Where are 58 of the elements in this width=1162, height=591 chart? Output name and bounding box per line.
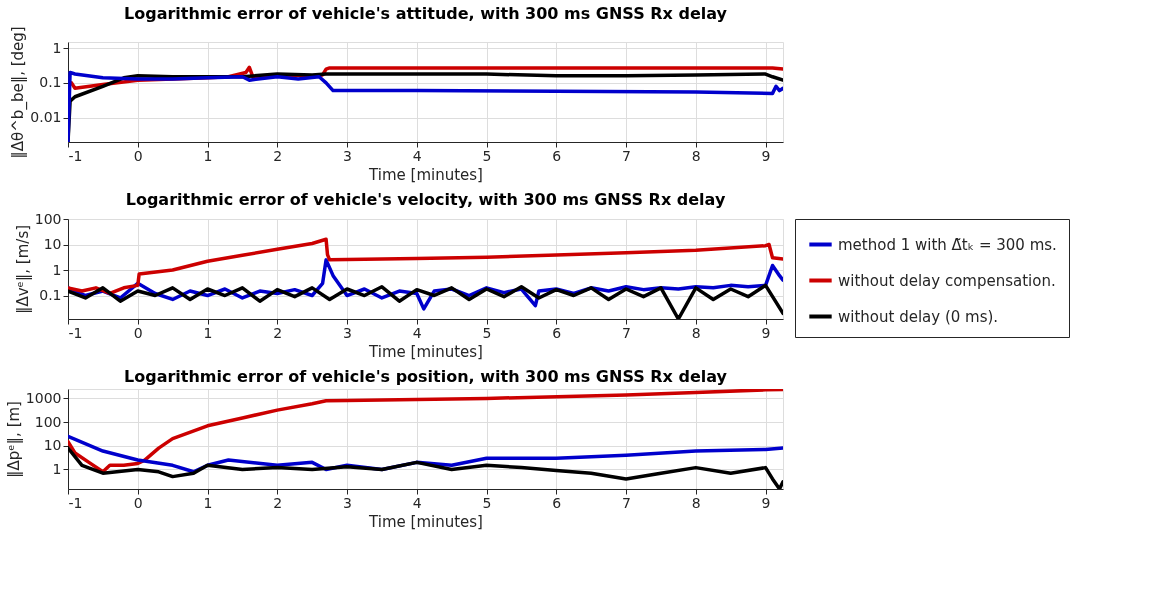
- y-tick-label: 100: [34, 210, 62, 227]
- x-tick-label: 0: [133, 494, 143, 511]
- chart-title: Logarithmic error of vehicle's attitude, with 300 ms GNSS Rx delay: [124, 3, 728, 23]
- x-tick-label: 1: [203, 324, 213, 341]
- x-tick-label: 7: [622, 494, 632, 511]
- y-tick-label: 10: [43, 236, 62, 252]
- x-tick-label: 3: [343, 147, 352, 164]
- x-tick-label: 8: [691, 324, 701, 341]
- y-tick-label: 1000: [25, 389, 62, 406]
- legend-label: method 1 with Δ̃tₖ = 300 ms.: [838, 235, 1057, 254]
- y-axis-title: ‖Δpᵉ‖, [m]: [4, 401, 23, 478]
- line-series: [68, 389, 783, 474]
- x-tick-label: 8: [691, 494, 701, 511]
- x-tick-label: 3: [343, 494, 352, 511]
- x-tick-label: 5: [482, 494, 492, 511]
- y-axis-title: ‖Δθ^b_be‖, [deg]: [9, 26, 29, 159]
- y-tick-label: 0.1: [39, 287, 62, 304]
- x-tick-label: 4: [412, 494, 422, 511]
- x-tick-label: 9: [761, 494, 771, 511]
- x-tick-label: -1: [68, 494, 83, 511]
- x-tick-label: 0: [133, 147, 143, 164]
- x-tick-label: 7: [622, 324, 632, 341]
- x-tick-label: 4: [412, 324, 422, 341]
- legend-label: without delay compensation.: [838, 271, 1056, 290]
- legend-label: without delay (0 ms).: [838, 307, 999, 326]
- x-tick-label: -1: [68, 147, 83, 164]
- y-tick-label: 1: [52, 39, 62, 56]
- x-tick-label: 0: [133, 324, 143, 341]
- x-tick-label: 8: [691, 147, 701, 164]
- x-tick-label: 6: [552, 324, 562, 341]
- y-axis-title: ‖Δvᵉ‖, [m/s]: [13, 224, 32, 315]
- x-tick-label: 5: [482, 324, 492, 341]
- chart-title: Logarithmic error of vehicle's position, with 300 ms GNSS Rx delay: [123, 367, 728, 386]
- x-tick-label: 2: [273, 147, 283, 164]
- x-tick-label: 6: [552, 494, 562, 511]
- y-tick-label: 0.01: [30, 109, 62, 126]
- x-axis-title: Time [minutes]: [368, 512, 483, 531]
- x-tick-label: 5: [482, 147, 492, 164]
- y-tick-label: 1: [52, 261, 62, 278]
- y-tick-label: 0.1: [39, 74, 62, 91]
- x-tick-label: 2: [273, 494, 283, 511]
- x-tick-label: 2: [273, 324, 283, 341]
- x-tick-label: 1: [203, 147, 213, 164]
- y-tick-label: 1: [52, 460, 62, 477]
- x-axis-title: Time [minutes]: [368, 342, 483, 361]
- x-tick-label: 1: [203, 494, 213, 511]
- x-tick-label: 6: [552, 147, 562, 164]
- y-tick-label: 100: [34, 413, 62, 430]
- x-tick-label: -1: [68, 324, 83, 341]
- x-tick-label: 4: [412, 147, 422, 164]
- x-tick-label: 9: [761, 147, 771, 164]
- chart-title: Logarithmic error of vehicle's velocity, with 300 ms GNSS Rx delay: [125, 190, 726, 209]
- x-tick-label: 7: [622, 147, 632, 164]
- y-tick-label: 10: [43, 437, 62, 454]
- x-axis-title: Time [minutes]: [368, 165, 483, 184]
- x-tick-label: 3: [343, 324, 352, 341]
- x-tick-label: 9: [761, 324, 771, 341]
- line-series: [68, 237, 783, 296]
